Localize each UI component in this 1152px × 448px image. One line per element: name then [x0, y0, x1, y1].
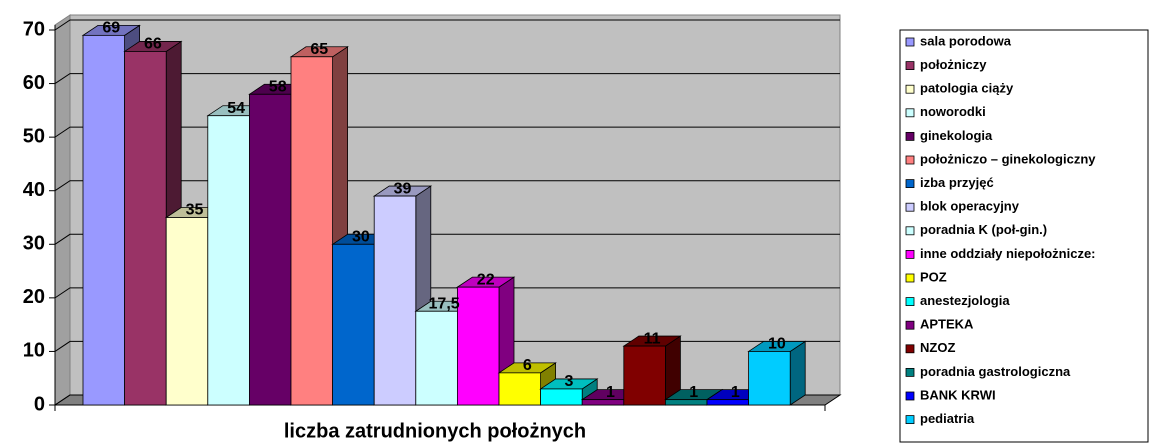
- legend-swatch: [905, 84, 915, 94]
- legend-label: położniczo – ginekologiczny: [920, 151, 1096, 166]
- legend-label: izba przyjęć: [920, 175, 994, 190]
- legend-box: [899, 29, 1149, 443]
- legend-swatch: [905, 61, 915, 70]
- legend-label: APTEKA: [920, 317, 974, 332]
- grid-line: [54, 73, 840, 84]
- bar: [332, 243, 375, 406]
- legend-swatch: [905, 37, 915, 47]
- legend-label: NZOZ: [920, 340, 955, 355]
- bar: [540, 388, 583, 406]
- legend-swatch: [905, 391, 915, 401]
- grid-line: [54, 233, 840, 245]
- bar: [623, 345, 666, 406]
- bar: [207, 115, 250, 406]
- legend-label: pediatria: [920, 411, 975, 426]
- legend-label: patologia ciąży: [920, 81, 1014, 96]
- legend-label: BANK KRWI: [920, 387, 996, 402]
- value-label: 1: [689, 384, 698, 401]
- legend-label: poradnia K (poł-gin.): [920, 222, 1047, 237]
- value-label: 10: [768, 336, 786, 353]
- bar: [82, 34, 125, 406]
- bar: [748, 351, 791, 406]
- legend-label: blok operacyjny: [920, 199, 1020, 214]
- legend-label: położniczy: [920, 57, 987, 72]
- value-label: 65: [310, 41, 328, 58]
- legend-label: noworodki: [920, 104, 986, 119]
- value-label: 1: [731, 384, 740, 401]
- value-label: 30: [352, 229, 370, 246]
- bar: [165, 217, 209, 406]
- y-tick-label: 50: [23, 125, 45, 147]
- legend-swatch: [905, 226, 915, 236]
- value-label: 66: [144, 36, 162, 53]
- y-tick-label: 40: [23, 179, 45, 201]
- legend-swatch: [905, 179, 915, 189]
- legend-swatch: [905, 415, 915, 425]
- x-category-label: liczba zatrudnionych położnych: [284, 420, 586, 442]
- value-label: 11: [644, 330, 661, 347]
- legend-swatch: [905, 155, 915, 165]
- value-label: 58: [269, 79, 287, 96]
- legend-swatch: [905, 273, 915, 283]
- y-tick-label: 10: [23, 340, 45, 362]
- legend-label: anestezjologia: [920, 293, 1010, 308]
- y-tick-label: 60: [23, 72, 45, 94]
- y-tick-label: 30: [23, 233, 45, 255]
- legend-label: ginekologia: [920, 128, 993, 143]
- bar: [498, 372, 541, 406]
- y-tick-label: 0: [34, 393, 45, 415]
- value-label: 3: [564, 373, 573, 390]
- legend-swatch: [905, 131, 915, 141]
- bar: [373, 195, 417, 406]
- value-label: 22: [477, 271, 495, 288]
- legend-swatch: [905, 108, 915, 118]
- value-label: 1: [606, 384, 615, 401]
- bar: [581, 399, 625, 406]
- y-tick-label: 20: [23, 286, 45, 308]
- value-label: 39: [394, 180, 412, 197]
- legend-swatch: [905, 367, 915, 377]
- value-label: 6: [523, 357, 532, 374]
- value-label: 35: [186, 202, 204, 219]
- value-label: 54: [227, 100, 245, 117]
- grid-line: [54, 340, 840, 352]
- bar: [456, 286, 500, 406]
- grid-line: [54, 287, 840, 299]
- y-tick-label: 70: [23, 18, 45, 40]
- legend-swatch: [905, 320, 915, 330]
- bar: [248, 93, 292, 406]
- bar-side: [789, 340, 806, 406]
- grid-line: [54, 126, 840, 138]
- grid-line: [54, 180, 840, 192]
- legend-swatch: [905, 344, 915, 354]
- bar: [415, 310, 458, 406]
- bar: [290, 56, 333, 406]
- legend-label: inne oddziały niepołożnicze:: [920, 246, 1096, 261]
- value-label: 17,5: [429, 295, 460, 312]
- legend-label: sala porodowa: [920, 33, 1012, 48]
- value-label: 69: [102, 20, 120, 37]
- bar: [665, 399, 708, 406]
- bar: [706, 399, 749, 406]
- legend-label: poradnia gastrologiczna: [920, 364, 1071, 379]
- legend-swatch: [905, 202, 915, 212]
- legend-swatch: [905, 249, 915, 259]
- legend-swatch: [905, 297, 915, 307]
- grid-line: [54, 19, 840, 31]
- bar: [124, 51, 167, 406]
- legend-label: POZ: [920, 269, 947, 284]
